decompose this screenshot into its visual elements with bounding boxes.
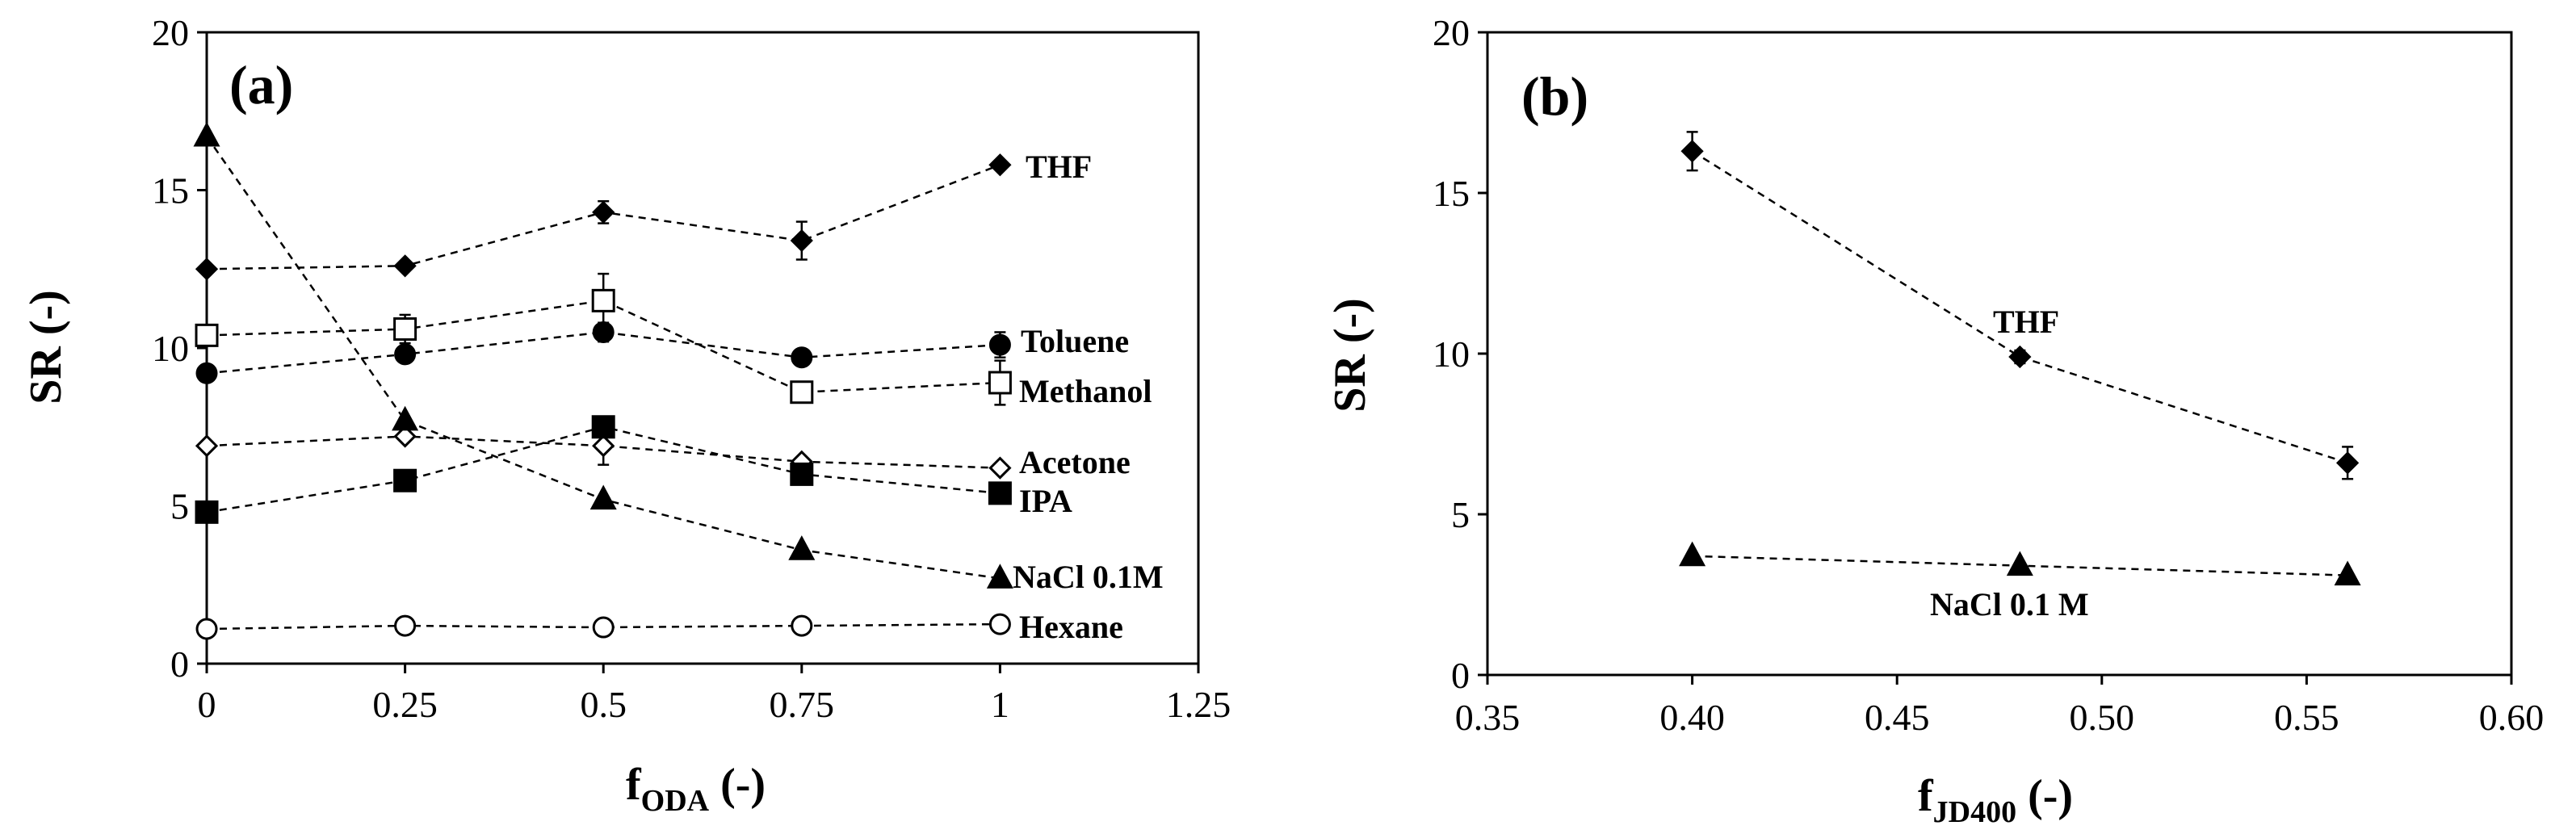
plot-frame-b [1486,31,2513,677]
data-point-nacl-0-1m-a-1 [392,405,419,431]
panel-label-a: (a) [229,54,293,115]
x-tick-label-b-1: 0.40 [1659,697,1725,738]
data-point-toluene-a-0 [195,362,218,384]
x-tick-label-a-0: 0 [198,684,216,725]
series-line-toluene-a [206,331,1001,375]
data-point-acetone-a-1 [393,425,417,448]
y-axis-label-a: SR (-) [21,290,71,404]
series-label-thf-a: THF [1026,149,1092,185]
axis-ticks-b: 0 5 10 15 20 0.35 0.40 0.45 0.50 0.55 0.60 [1433,12,2544,738]
x-tick-label-a-1: 0.25 [372,684,438,725]
y-tick-label-b-4: 20 [1433,12,1470,53]
y-tick-label-a-1: 5 [170,486,189,527]
data-point-ipa-a-0 [195,500,219,524]
data-point-toluene-a-1 [394,343,417,366]
data-point-hexane-a-4 [988,613,1011,635]
y-tick-label-a-2: 10 [152,328,189,369]
data-point-methanol-a-2 [591,288,615,312]
data-point-acetone-a-4 [988,456,1012,480]
data-point-methanol-a-0 [195,323,219,347]
x-axis-label-a-main: f [626,760,642,810]
data-point-hexane-a-2 [592,616,615,639]
data-point-thf-a-2 [592,200,615,224]
data-point-thf-a-0 [195,258,219,281]
data-point-nacl-0-1-m-b-2 [2334,560,2361,586]
chart-a: 0 5 10 15 20 0 0.25 0.5 0.75 1 1.25 (a) SR (-) fOD… [21,12,1231,818]
x-tick-label-a-4: 1 [991,684,1009,725]
data-point-hexane-a-3 [791,614,813,637]
x-axis-label-b-main: f [1918,771,1934,821]
panel-label-b: (b) [1521,65,1588,127]
series-label-methanol-a: Methanol [1019,373,1152,409]
x-tick-label-b-0: 0.35 [1455,697,1521,738]
data-point-thf-b-1 [2008,345,2032,369]
y-tick-label-a-4: 20 [152,12,189,53]
series-group-b [1679,131,2361,586]
series-label-nacl-a: NaCl 0.1M [1013,559,1164,595]
y-tick-label-b-3: 15 [1433,173,1470,214]
series-label-acetone-a: Acetone [1019,444,1131,480]
series-label-hexane-a: Hexane [1019,609,1123,645]
data-point-ipa-a-1 [393,468,417,492]
series-labels-b: THF NaCl 0.1 M [1930,304,2089,622]
x-tick-label-b-5: 0.60 [2479,697,2545,738]
y-tick-label-a-3: 15 [152,170,189,212]
x-axis-label-a-sub: ODA [641,784,710,818]
series-label-toluene-a: Toluene [1021,323,1129,359]
data-point-thf-a-3 [790,228,813,253]
data-point-acetone-a-0 [195,434,219,458]
data-point-toluene-a-3 [791,346,813,369]
x-axis-label-a: fODA (-) [626,760,766,818]
data-point-nacl-0-1-m-b-1 [2006,551,2033,576]
series-group-a [193,121,1013,640]
y-tick-label-b-2: 10 [1433,333,1470,375]
data-point-ipa-a-3 [790,462,814,486]
chart-b: 0 5 10 15 20 0.35 0.40 0.45 0.50 0.55 0.60 (b) SR … [1325,12,2544,829]
series-labels-a: THF Toluene Methanol Acetone IPA NaCl 0.… [1013,149,1164,645]
series-label-ipa-a: IPA [1019,483,1072,519]
y-tick-label-b-1: 5 [1451,494,1470,535]
data-point-nacl-0-1m-a-2 [589,484,617,510]
x-tick-label-b-3: 0.50 [2070,697,2135,738]
data-point-ipa-a-2 [591,415,615,439]
data-point-nacl-0-1m-a-3 [788,535,816,560]
x-tick-label-b-2: 0.45 [1865,697,1930,738]
axis-ticks-a: 0 5 10 15 20 0 0.25 0.5 0.75 1 1.25 [152,12,1231,725]
x-axis-label-a-suffix: (-) [709,760,766,810]
y-tick-label-b-0: 0 [1451,655,1470,696]
x-axis-label-b: fJD400 (-) [1918,771,2073,829]
data-point-methanol-a-1 [393,317,417,342]
x-tick-label-a-3: 0.75 [770,684,835,725]
series-line-acetone-a [206,435,1001,469]
data-point-nacl-0-1m-a-4 [986,564,1013,589]
data-point-ipa-a-4 [988,481,1012,505]
data-point-toluene-a-4 [988,333,1011,356]
data-point-methanol-a-4 [988,371,1012,395]
x-tick-label-b-4: 0.55 [2274,697,2339,738]
data-point-hexane-a-1 [394,614,417,637]
series-label-thf-b: THF [1993,304,2059,340]
data-point-methanol-a-3 [790,380,814,404]
data-point-nacl-0-1m-a-0 [193,121,220,147]
data-point-thf-a-4 [988,153,1012,177]
x-axis-label-b-sub: JD400 [1933,795,2016,829]
series-label-nacl-b: NaCl 0.1 M [1930,586,2089,622]
data-point-nacl-0-1-m-b-0 [1679,541,1706,567]
data-point-hexane-a-0 [195,618,218,640]
x-tick-label-a-5: 1.25 [1166,684,1231,725]
x-axis-label-b-suffix: (-) [2016,771,2073,821]
data-point-thf-b-0 [1680,140,1704,163]
x-tick-label-a-2: 0.5 [580,684,627,725]
y-tick-label-a-0: 0 [170,643,189,685]
data-point-thf-a-1 [393,254,417,278]
series-line-hexane-a [206,622,1001,631]
data-point-acetone-a-2 [592,434,615,458]
y-axis-label-b: SR (-) [1325,298,1375,413]
series-line-methanol-a [206,300,1001,394]
data-point-thf-b-2 [2335,451,2360,475]
